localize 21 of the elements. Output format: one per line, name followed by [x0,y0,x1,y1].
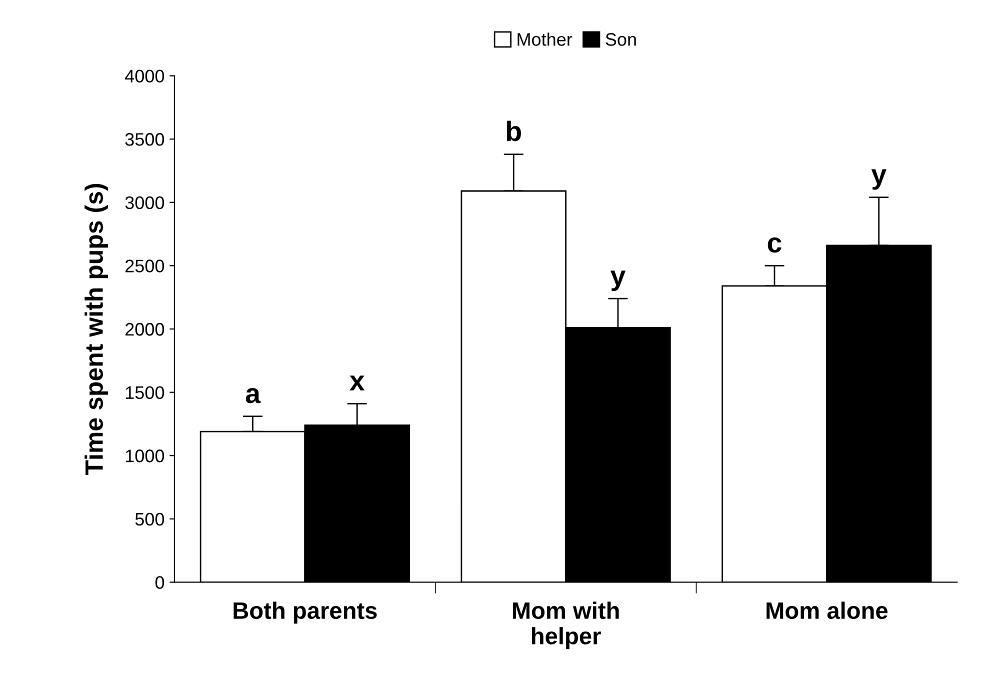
annotation: x [350,376,365,390]
legend-label: Mother [518,32,572,46]
x-tick-label: Mom alone [766,602,888,619]
y-tick-label: 500 [135,512,164,526]
y-tick-label: 3500 [125,133,164,146]
y-tick-label: 3000 [125,196,164,210]
y-axis-title: Time spent with pups (s) [84,184,108,476]
annotation: b [506,120,521,142]
y-tick-label: 2500 [126,260,164,272]
annotation: a [246,388,261,404]
annotation: y [610,270,626,292]
y-tick-label: 1000 [126,450,164,462]
y-tick-label: 4000 [125,70,164,83]
x-tick-label: Both parents [234,602,377,624]
x-tick-label: Mom with helper [512,602,619,650]
legend-label: Son [606,33,636,46]
y-tick-label: 2000 [126,322,164,336]
y-tick-label: 1500 [126,386,164,400]
annotation: y [871,169,886,190]
y-tick-label: 0 [155,576,164,589]
annotation: c [768,237,782,253]
